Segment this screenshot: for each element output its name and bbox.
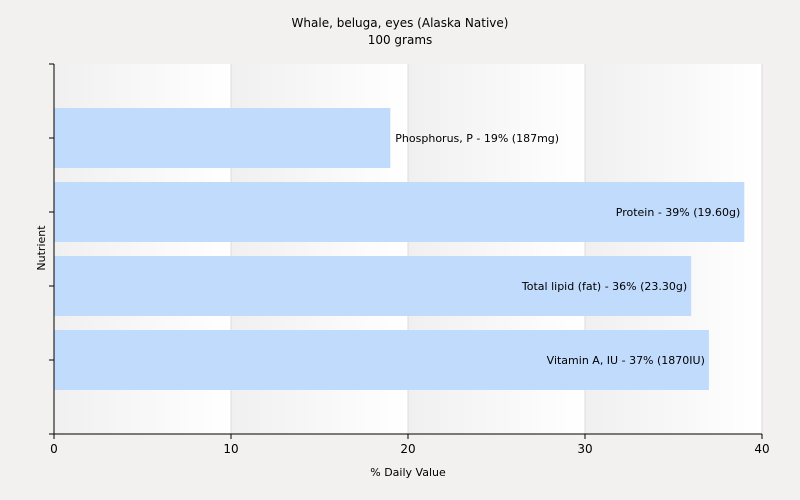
bar <box>54 108 391 168</box>
x-tick-label: 0 <box>50 442 58 456</box>
bar-labels: Phosphorus, P - 19% (187mg) Protein - 39%… <box>395 132 740 367</box>
x-tick-label: 20 <box>400 442 415 456</box>
bars-group <box>54 108 745 390</box>
bar-data-label: Total lipid (fat) - 36% (23.30g) <box>521 280 687 293</box>
bar-data-label: Vitamin A, IU - 37% (1870IU) <box>547 354 705 367</box>
ticks: 0 10 20 30 40 <box>49 63 770 456</box>
bar <box>54 182 745 242</box>
y-axis-label: Nutrient <box>35 225 48 271</box>
chart-subtitle: 100 grams <box>368 33 433 47</box>
x-tick-label: 40 <box>754 442 769 456</box>
x-axis-label: % Daily Value <box>370 466 446 479</box>
bar <box>54 256 692 316</box>
bar-data-label: Phosphorus, P - 19% (187mg) <box>395 132 559 145</box>
bar-data-label: Protein - 39% (19.60g) <box>616 206 741 219</box>
x-tick-label: 10 <box>223 442 238 456</box>
x-tick-label: 30 <box>577 442 592 456</box>
bar <box>54 330 709 390</box>
chart-title: Whale, beluga, eyes (Alaska Native) <box>292 16 509 30</box>
